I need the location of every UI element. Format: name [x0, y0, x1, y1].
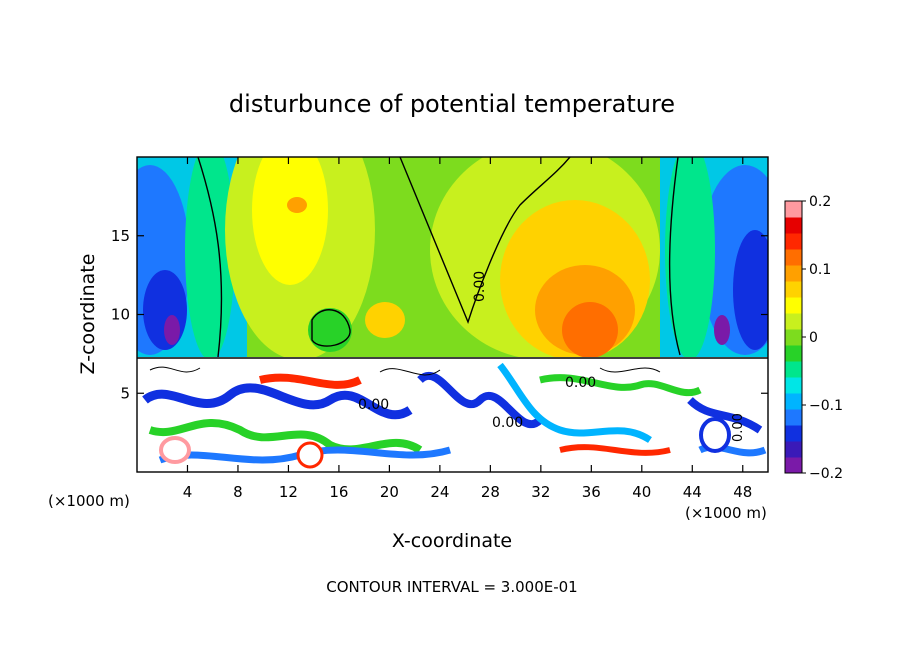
colorbar-swatch [785, 361, 802, 378]
upper-field: 0.00 [137, 157, 768, 360]
colorbar-swatch [785, 329, 802, 346]
x-axis: 4 8 12 16 20 24 28 32 36 40 44 48 [183, 157, 752, 501]
colorbar-tick-label: 0 [809, 330, 818, 346]
colorbar-tick-label: 0.2 [809, 194, 831, 210]
chart-title: disturbunce of potential temperature [229, 90, 675, 118]
x-tick-label: 12 [279, 483, 298, 501]
x-tick-label: 8 [233, 483, 243, 501]
contour-label: 0.00 [472, 271, 488, 302]
colorbar-swatch [785, 233, 802, 250]
x-tick-label: 36 [582, 483, 601, 501]
colorbar-swatch [785, 425, 802, 442]
colorbar-swatch [785, 409, 802, 426]
x-tick-label: 32 [531, 483, 550, 501]
y-tick-label: 15 [111, 227, 130, 245]
colorbar-swatch [785, 281, 802, 298]
y-axis: 5 10 15 [111, 227, 768, 402]
x-tick-label: 24 [430, 483, 449, 501]
colorbar-swatch [785, 441, 802, 458]
contour-interval-note: CONTOUR INTERVAL = 3.000E-01 [326, 578, 577, 596]
colorbar-swatch [785, 313, 802, 330]
x-tick-label: 40 [632, 483, 651, 501]
contour-label: 0.00 [492, 415, 523, 431]
x-tick-label: 16 [329, 483, 348, 501]
x-tick-label: 20 [380, 483, 399, 501]
contour-label: 0.00 [565, 375, 596, 391]
y-axis-title: Z-coordinate [77, 254, 99, 375]
y-tick-label: 5 [120, 384, 130, 402]
colorbar-tick-label: 0.1 [809, 262, 831, 278]
colorbar-swatch [785, 201, 802, 218]
x-unit-label-right: (×1000 m) [685, 504, 767, 522]
colorbar [785, 201, 802, 474]
y-tick-label: 10 [111, 306, 130, 324]
colorbar-ticks: 0.2 0.1 0 −0.1 −0.2 [802, 194, 843, 482]
colorbar-swatch [785, 265, 802, 282]
x-tick-label: 48 [733, 483, 752, 501]
colorbar-swatch [785, 297, 802, 314]
x-unit-label-left: (×1000 m) [48, 492, 130, 510]
colorbar-swatch [785, 393, 802, 410]
x-tick-label: 4 [183, 483, 193, 501]
colorbar-swatch [785, 377, 802, 394]
colorbar-swatch [785, 345, 802, 362]
colorbar-swatch [785, 217, 802, 234]
colorbar-swatch [785, 457, 802, 474]
plot-area: 0.00 0.00 0.00 0.00 0.00 [137, 157, 768, 472]
lower-field: 0.00 0.00 0.00 0.00 [137, 357, 768, 472]
colorbar-tick-label: −0.2 [809, 466, 843, 482]
x-tick-label: 28 [481, 483, 500, 501]
contour-label: 0.00 [358, 397, 389, 413]
contour-label: 0.00 [731, 413, 746, 442]
colorbar-tick-label: −0.1 [809, 398, 843, 414]
x-axis-title: X-coordinate [392, 530, 512, 552]
colorbar-swatch [785, 249, 802, 266]
x-tick-label: 44 [683, 483, 702, 501]
